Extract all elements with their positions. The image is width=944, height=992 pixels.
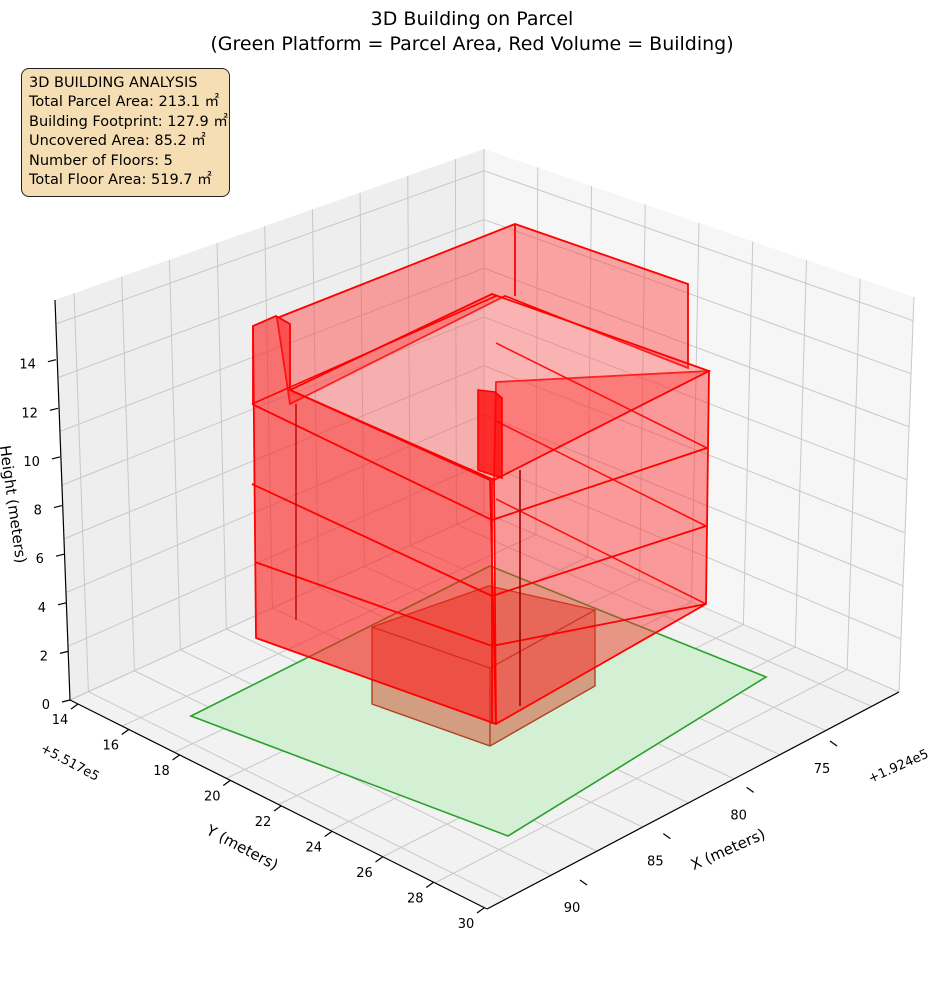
grid-line-z [61,316,908,486]
z-tick [51,456,61,460]
y-tick-label: 26 [356,866,373,881]
chart-title-line2: (Green Platform = Parcel Area, Red Volum… [210,33,734,55]
y-tick [273,805,282,812]
y-tick [375,856,383,863]
x-offset-label: +1.924e5 [866,747,931,787]
y-tick-label: 14 [52,713,69,728]
x-tick [746,786,755,793]
x-tick [829,740,838,747]
info-heading: 3D BUILDING ANALYSIS [29,75,198,91]
grid-line-z [59,267,910,432]
z-tick [47,359,57,363]
x-tick [579,879,588,886]
x-tick-label: 85 [647,855,664,870]
y-tick-label: 20 [204,790,221,805]
z-tick [55,553,65,557]
grid-line-z [57,218,912,379]
z-tick-label: 4 [38,601,46,616]
y-tick-label: 16 [102,739,119,754]
z-tick [57,602,67,606]
y-tick-label: 28 [407,892,424,907]
x-axis-label: X (meters) [688,825,768,874]
analysis-info-box: 3D BUILDING ANALYSIS Total Parcel Area: … [21,68,230,198]
y-tick-label: 18 [153,764,170,779]
z-tick-label: 10 [23,455,40,470]
z-tick-label: 14 [19,358,36,373]
z-tick [53,504,63,509]
z-tick-label: 6 [36,552,44,567]
z-tick-label: 12 [21,406,38,421]
y-tick [121,729,130,735]
x-tick-label: 90 [564,901,581,916]
z-tick [49,407,59,411]
y-axis-line [69,699,488,910]
z-axis-line [54,299,71,701]
y-tick-label: 24 [305,841,322,856]
grid-line-z [63,365,906,540]
y-offset-label: +5.517e5 [38,741,102,784]
y-tick-label: 22 [255,815,272,830]
building-notch [477,389,503,480]
y-tick [70,703,79,710]
info-uncovered: Uncovered Area: 85.2 ㎡ [29,133,206,150]
info-floor-area: Total Floor Area: 519.7 ㎡ [29,172,212,189]
info-parcel-area: Total Parcel Area: 213.1 ㎡ [29,94,220,111]
info-floors: Number of Floors: 5 [29,152,173,169]
floor-slab-line [495,420,707,527]
y-tick-label: 30 [458,917,475,932]
info-footprint: Building Footprint: 127.9 ㎡ [29,113,228,130]
y-tick [425,882,434,888]
floor-slab-line [495,498,707,605]
x-tick-label: 80 [730,808,747,823]
y-tick [476,907,485,914]
z-tick-label: 2 [40,649,48,664]
z-tick-label: 8 [34,504,42,519]
floor-slab-line [495,342,708,449]
x-tick [662,833,671,840]
y-tick [172,754,180,761]
z-tick [59,650,69,654]
floor-slab-line [251,295,497,405]
building-geometry [189,223,768,837]
x-tick-label: 75 [814,762,831,777]
y-tick [222,780,231,786]
x-axis-line [486,691,900,910]
z-tick [61,699,71,703]
right-pane [484,149,914,692]
grid-line-z [55,170,914,325]
chart-title-line1: 3D Building on Parcel [370,8,574,30]
z-tick-label: 0 [42,698,50,713]
y-tick [324,831,333,837]
